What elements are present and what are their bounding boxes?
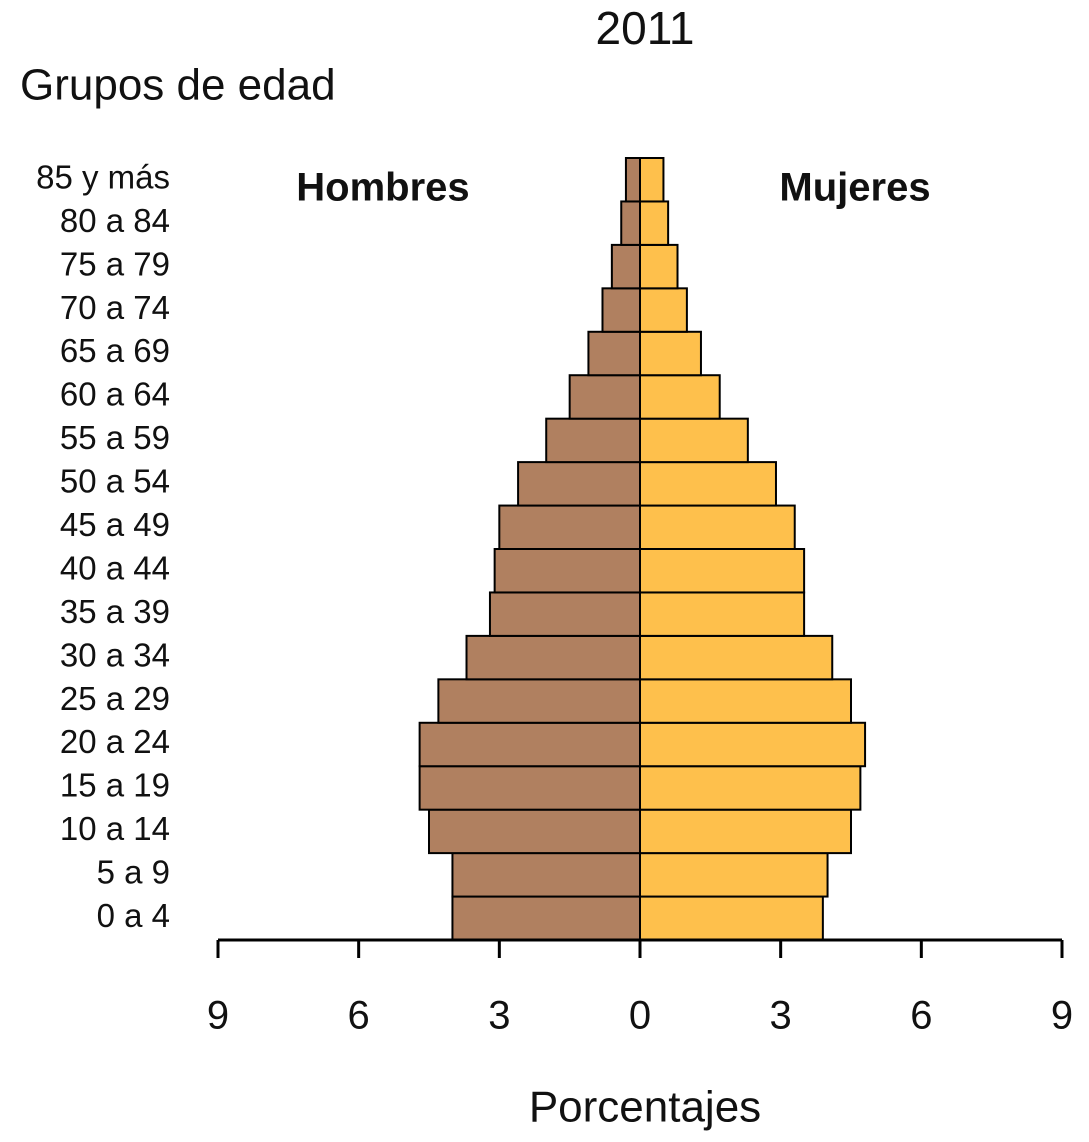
y-tick-label: 30 a 34 <box>60 636 170 673</box>
x-tick-label: 3 <box>488 994 510 1038</box>
bar <box>428 808 641 855</box>
bar <box>639 330 702 377</box>
bar <box>418 765 641 811</box>
bar <box>639 287 688 333</box>
y-tick-label: 50 a 54 <box>60 463 170 500</box>
y-tick-label: 60 a 64 <box>60 376 170 413</box>
bar <box>639 243 679 290</box>
bar <box>517 461 641 507</box>
y-tick-label: 10 a 14 <box>60 810 170 847</box>
y-tick-label: 40 a 44 <box>60 549 170 586</box>
bar <box>639 895 824 941</box>
x-tick-label: 3 <box>770 994 792 1038</box>
bar <box>639 591 806 637</box>
y-tick-label: 20 a 24 <box>60 723 170 760</box>
bar <box>639 157 665 203</box>
bar <box>639 808 852 855</box>
bar <box>639 548 806 594</box>
y-tick-label: 75 a 79 <box>60 245 170 282</box>
y-tick-label: 15 a 19 <box>60 767 170 804</box>
bar <box>639 721 867 768</box>
bar <box>498 504 642 550</box>
bar <box>639 417 749 464</box>
bar <box>465 634 641 681</box>
legend-label: Hombres <box>296 166 469 210</box>
bar <box>488 591 642 637</box>
bar <box>639 461 777 507</box>
y-tick-label: 55 a 59 <box>60 419 170 456</box>
legend-label: Mujeres <box>779 166 930 210</box>
bar <box>587 330 642 377</box>
bar <box>620 200 642 246</box>
y-tick-label: 45 a 49 <box>60 506 170 543</box>
x-tick-label: 6 <box>348 994 370 1038</box>
bar <box>568 374 642 420</box>
bar <box>624 157 642 203</box>
y-tick-label: 85 y más <box>36 158 170 195</box>
bar <box>451 895 642 941</box>
x-tick-label: 9 <box>207 994 229 1038</box>
x-axis-title: Porcentajes <box>529 1083 761 1132</box>
y-tick-label: 65 a 69 <box>60 332 170 369</box>
bar <box>639 374 721 420</box>
bar <box>610 243 641 290</box>
bar <box>639 200 670 246</box>
bar <box>545 417 642 464</box>
x-tick-label: 0 <box>629 994 651 1038</box>
y-tick-label: 25 a 29 <box>60 680 170 717</box>
bar <box>493 548 641 594</box>
y-tick-label: 5 a 9 <box>97 854 170 891</box>
chart-title: 2011 <box>596 2 695 54</box>
x-tick-label: 6 <box>910 994 932 1038</box>
y-tick-label: 70 a 74 <box>60 289 170 326</box>
bar <box>601 287 642 333</box>
bar <box>639 634 834 681</box>
y-tick-label: 35 a 39 <box>60 593 170 630</box>
bar <box>639 678 852 724</box>
bar <box>418 721 641 768</box>
bar <box>437 678 641 724</box>
y-tick-label: 80 a 84 <box>60 202 170 239</box>
bar <box>639 765 862 811</box>
bar <box>639 852 829 898</box>
y-tick-label: 0 a 4 <box>97 897 170 934</box>
y-axis-title: Grupos de edad <box>20 61 336 110</box>
bar <box>639 504 796 550</box>
x-tick-label: 9 <box>1051 994 1073 1038</box>
bar <box>451 852 642 898</box>
